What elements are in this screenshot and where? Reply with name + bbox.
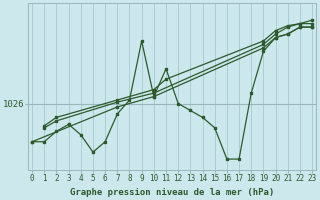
X-axis label: Graphe pression niveau de la mer (hPa): Graphe pression niveau de la mer (hPa) [70,188,274,197]
